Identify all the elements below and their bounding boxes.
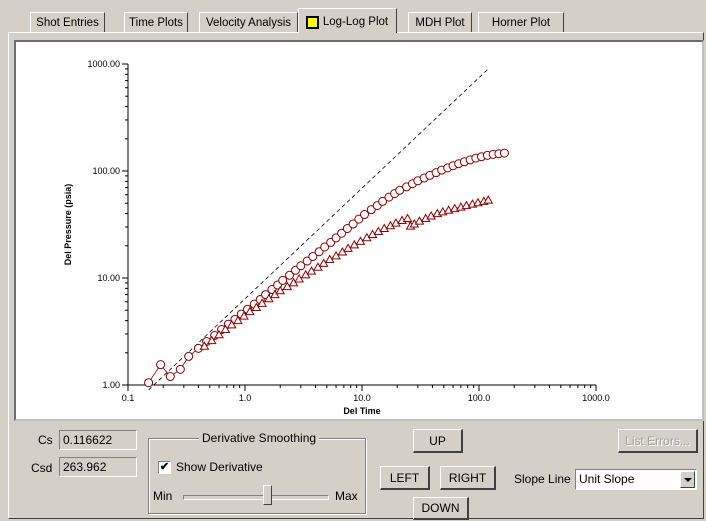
- pressure-data-point: [144, 378, 154, 388]
- derivative-data-point: [199, 341, 210, 350]
- pressure-data-point: [359, 210, 369, 220]
- derivative-data-point: [214, 329, 224, 339]
- list-errors-button[interactable]: List Errors...: [618, 429, 698, 453]
- tab-label: MDH Plot: [415, 16, 465, 29]
- csd-value-field[interactable]: 263.962: [59, 457, 137, 477]
- pressure-data-point: [320, 242, 330, 252]
- derivative-data-point: [257, 298, 267, 307]
- derivative-data-point: [483, 195, 494, 204]
- derivative-data-point: [244, 306, 255, 316]
- pressure-data-point: [337, 228, 347, 238]
- smoothing-slider-track[interactable]: [183, 495, 329, 500]
- show-derivative-label: Show Derivative: [176, 460, 263, 474]
- pressure-data-point: [284, 270, 294, 280]
- tab-label: Time Plots: [129, 16, 183, 29]
- x-tick-label: 100.0: [468, 393, 491, 403]
- tab-label: Horner Plot: [491, 16, 551, 29]
- show-derivative-checkbox[interactable]: ✔: [158, 461, 171, 474]
- pressure-data-point: [184, 351, 194, 361]
- y-tick-label: 1.00: [102, 380, 120, 390]
- tab-velocity-analysis[interactable]: Velocity Analysis: [199, 12, 298, 32]
- cs-value-field[interactable]: 0.116622: [59, 430, 137, 450]
- derivative-data-point: [220, 324, 231, 334]
- pressure-data-point: [156, 360, 166, 370]
- y-tick-label: 10.00: [97, 273, 120, 283]
- pressure-data-point: [499, 148, 509, 158]
- smoothing-min-label: Min: [153, 489, 173, 503]
- slope-line-select[interactable]: Unit Slope: [575, 469, 697, 490]
- derivative-data-point: [426, 210, 437, 220]
- tab-mdh-plot[interactable]: MDH Plot: [408, 12, 472, 32]
- derivative-smoothing-group: Derivative Smoothing ✔ Show Derivative M…: [148, 431, 366, 514]
- series-line: [204, 199, 489, 347]
- pressure-data-point: [296, 261, 306, 271]
- derivative-data-point: [233, 315, 243, 325]
- y-tick-label: 1000.00: [87, 59, 120, 69]
- csd-label: Csd: [31, 461, 53, 475]
- x-axis-label: Del Time: [343, 406, 380, 416]
- pressure-data-point: [308, 251, 318, 261]
- right-button[interactable]: RIGHT: [440, 466, 496, 490]
- derivative-data-point: [264, 293, 274, 303]
- unit-slope-reference-line: [148, 68, 489, 391]
- pressure-data-point: [165, 372, 175, 382]
- derivative-data-point: [391, 218, 401, 227]
- down-button[interactable]: DOWN: [413, 497, 469, 520]
- active-tab-indicator-icon: [305, 15, 319, 29]
- y-tick-label: 100.00: [92, 166, 120, 176]
- x-tick-label: 1000.0: [582, 393, 610, 403]
- derivative-data-point: [206, 335, 217, 345]
- group-title: Derivative Smoothing: [199, 431, 320, 445]
- tab-label: Velocity Analysis: [205, 16, 291, 29]
- x-tick-label: 1.0: [239, 393, 252, 403]
- pressure-data-point: [278, 275, 288, 285]
- derivative-data-point: [294, 273, 304, 283]
- pressure-data-point: [175, 364, 185, 374]
- left-button[interactable]: LEFT: [380, 466, 430, 490]
- tab-label: Log-Log Plot: [322, 16, 389, 28]
- tab-label: Shot Entries: [36, 16, 99, 29]
- pressure-data-point: [348, 219, 358, 229]
- slope-line-selected: Unit Slope: [579, 472, 635, 486]
- derivative-data-point: [239, 311, 249, 320]
- derivative-data-point: [275, 285, 286, 295]
- chevron-down-icon[interactable]: [680, 471, 695, 488]
- derivative-data-point: [402, 213, 413, 222]
- derivative-data-point: [226, 319, 237, 329]
- derivative-data-point: [414, 216, 425, 225]
- smoothing-slider-thumb[interactable]: [262, 485, 272, 505]
- x-tick-label: 10.0: [353, 393, 371, 403]
- slope-line-label: Slope Line: [514, 472, 571, 486]
- pressure-data-point: [314, 247, 324, 257]
- log-log-plot-area[interactable]: 0.1 1.0 10.0 100.0 1000.0 1.00 10.00 100.00 1000…: [14, 40, 704, 421]
- tab-time-plots[interactable]: Time Plots: [124, 12, 188, 32]
- y-axis-label: Del Pressure (psia): [63, 184, 73, 266]
- pressure-data-point: [342, 224, 352, 234]
- cs-label: Cs: [38, 433, 53, 447]
- derivative-data-point: [251, 302, 262, 312]
- tab-horner-plot[interactable]: Horner Plot: [478, 12, 564, 32]
- pressure-data-point: [378, 196, 388, 206]
- up-button[interactable]: UP: [413, 429, 463, 453]
- tab-shot-entries[interactable]: Shot Entries: [30, 12, 105, 32]
- smoothing-max-label: Max: [335, 489, 358, 503]
- x-tick-label: 0.1: [122, 393, 135, 403]
- tab-log-log-plot[interactable]: Log-Log Plot: [298, 8, 397, 33]
- log-log-chart: 0.1 1.0 10.0 100.0 1000.0 1.00 10.00 100.00 1000…: [63, 59, 610, 416]
- checkmark-icon: ✔: [159, 461, 170, 473]
